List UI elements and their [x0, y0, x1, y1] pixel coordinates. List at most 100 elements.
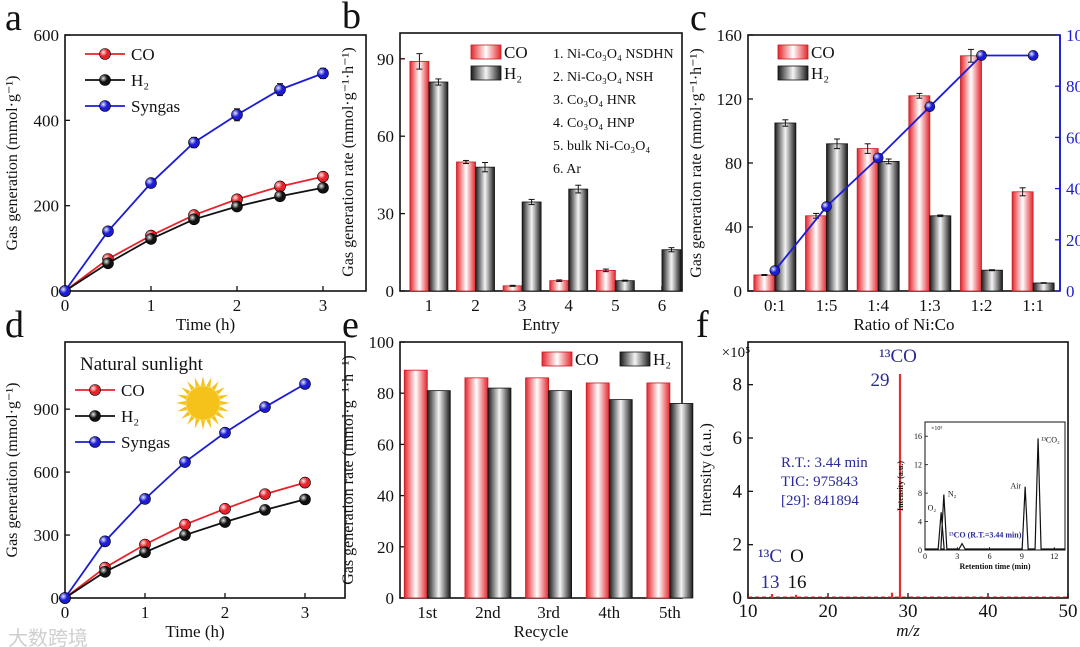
inset-xtick-label: 9: [1020, 552, 1024, 561]
bar-H₂: [1032, 282, 1055, 292]
selectivity-point-shine: [769, 265, 780, 276]
data-point: [145, 233, 157, 245]
sample-list-item: 5. bulk Ni-Co₃O₄: [553, 139, 650, 154]
bar-CO: [585, 382, 610, 599]
data-point: [219, 426, 231, 439]
inset-ytick-label: 8: [918, 489, 922, 498]
peak-29-label: ¹³CO: [879, 346, 917, 367]
panel-e-ylabel: Gas generation rate (mmol·g⁻¹·h⁻¹): [340, 355, 357, 585]
panel-a-xtick-label: 3: [319, 296, 328, 315]
bar-CO: [525, 377, 549, 599]
panel-e-ytick-label: 100: [369, 333, 395, 352]
inset-peak-label: O₂: [928, 503, 937, 512]
panel-b-xtick-label: 1: [425, 296, 434, 315]
panel-d-xtick-label: 2: [221, 603, 230, 622]
selectivity-point-shine: [821, 201, 832, 212]
legend-co-label: CO: [504, 43, 528, 62]
legend-h2-swatch: [777, 65, 809, 81]
panel-b-ytick-label: 30: [377, 205, 394, 224]
bar-H₂: [929, 215, 952, 292]
legend-h2-swatch: [470, 65, 502, 81]
data-point-shine: [59, 285, 71, 297]
bar-CO: [856, 148, 879, 292]
series-line-H₂: [64, 498, 306, 599]
sun-ray: [194, 418, 200, 429]
data-point: [274, 83, 286, 96]
data-point: [317, 67, 329, 80]
inset-ytick-label: 4: [918, 518, 922, 527]
bar-H₂: [826, 143, 848, 292]
legend-co-label: CO: [575, 350, 599, 369]
data-point: [274, 190, 286, 203]
panel-d-ytick-label: 900: [34, 400, 60, 419]
panel-a-frame: [64, 34, 367, 292]
panel-a-xtick-label: 2: [233, 296, 242, 315]
panel-e-ytick-label: 60: [377, 435, 394, 454]
panel-f-ytick-label: 6: [733, 428, 743, 449]
panel-d-title: Natural sunlight: [80, 354, 204, 375]
peak-13-label: ¹³C: [758, 546, 782, 567]
legend-co-swatch: [777, 44, 809, 60]
panel-e-xtick-label: 5th: [659, 603, 681, 622]
legend-h2-label: H₂: [504, 64, 522, 83]
panel-f-xtick-label: 10: [739, 601, 758, 622]
panel-e-xtick-label: 4th: [598, 603, 620, 622]
legend-label-0: CO: [131, 45, 155, 64]
bar-H₂: [877, 160, 900, 292]
panel-d-xlabel: Time (h): [165, 622, 224, 641]
data-point-shine: [317, 67, 329, 79]
sun-ray: [200, 419, 206, 430]
panel-a-xtick-label: 1: [147, 296, 156, 315]
data-point: [188, 213, 200, 226]
data-point-shine: [317, 171, 329, 183]
data-point-shine: [102, 257, 114, 269]
bar-CO: [403, 369, 428, 599]
inset-peak-label: ¹³CO (R.T.=3.44 min): [949, 531, 1022, 540]
data-point: [299, 378, 311, 390]
panel-c-ylabel: Gas generation rate (mmol·g⁻¹·h⁻¹): [688, 48, 705, 278]
sun-ray: [200, 376, 206, 387]
data-point-shine: [219, 503, 231, 515]
sample-list-item: 3. Co₃O₄ HNR: [553, 93, 637, 108]
data-point: [99, 565, 111, 578]
inset-yscale: ×10⁵: [931, 426, 942, 432]
panel-b-ytick-label: 0: [386, 282, 395, 301]
sun-ray: [211, 415, 219, 425]
bar-H₂: [981, 269, 1003, 292]
right-axis-tick-label: 0: [1066, 282, 1075, 301]
legend-marker-shine: [99, 74, 111, 86]
chromatogram-trace: [925, 438, 1065, 550]
panel-label-f: f: [696, 304, 709, 346]
panel-b-xtick-label: 6: [658, 296, 667, 315]
legend-h2-label: H₂: [653, 350, 671, 369]
data-point-shine: [259, 488, 271, 500]
data-point: [259, 504, 271, 516]
panel-b-xtick-label: 2: [471, 296, 480, 315]
bar-CO: [549, 280, 570, 292]
data-point: [231, 200, 243, 213]
sample-list-item: 1. Ni-Co₃O₄ NSDHN: [553, 47, 674, 62]
legend-marker: [89, 410, 101, 422]
peak-16-mz: 16: [788, 572, 807, 593]
bar-H₂: [608, 399, 633, 599]
panel-c-xtick-label: 0:1: [764, 296, 786, 315]
bar-H₂: [548, 390, 572, 599]
peak-13-mz: 13: [761, 572, 780, 593]
sun-ray: [177, 406, 188, 412]
data-point: [139, 546, 151, 559]
inset-xtick-label: 6: [988, 552, 992, 561]
data-point-shine: [99, 535, 111, 547]
bar-H₂: [521, 201, 542, 292]
data-point: [102, 225, 114, 238]
data-point-shine: [299, 493, 311, 505]
panel-c-xtick-label: 1:4: [867, 296, 889, 315]
panel-f-ytick-label: 8: [733, 375, 743, 396]
sun-ray: [206, 377, 212, 388]
right-axis-tick-label: 40: [1066, 180, 1080, 199]
panel-b-ytick-label: 60: [377, 127, 394, 146]
inset-frame: [924, 421, 1066, 551]
data-point-shine: [179, 456, 191, 468]
panel-d-ytick-label: 0: [51, 589, 60, 608]
legend-marker-shine: [89, 384, 101, 396]
data-point: [179, 456, 191, 468]
